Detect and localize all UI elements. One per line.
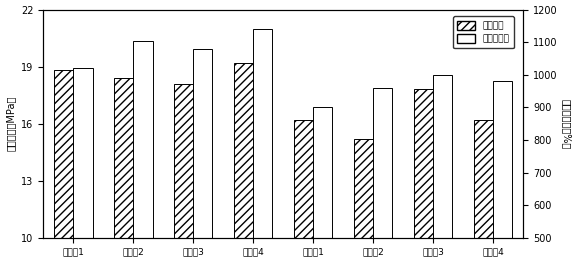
Bar bbox=[174, 84, 193, 238]
Bar bbox=[474, 120, 493, 238]
Bar bbox=[313, 107, 332, 238]
Bar bbox=[193, 49, 212, 238]
Bar bbox=[373, 88, 392, 238]
Bar bbox=[294, 120, 313, 238]
Y-axis label: 拉伸强度（MPa）: 拉伸强度（MPa） bbox=[6, 96, 16, 151]
Bar bbox=[414, 89, 433, 238]
Bar bbox=[73, 68, 92, 238]
Bar bbox=[54, 70, 73, 238]
Bar bbox=[493, 81, 512, 238]
Bar bbox=[433, 75, 452, 238]
Bar bbox=[253, 29, 272, 238]
Bar bbox=[234, 63, 253, 238]
Bar bbox=[133, 41, 152, 238]
Y-axis label: 断裂伸长率（%）: 断裂伸长率（%） bbox=[561, 99, 571, 149]
Legend: 拉伸强度, 断裂伸长率: 拉伸强度, 断裂伸长率 bbox=[453, 16, 514, 48]
Bar bbox=[354, 139, 373, 238]
Bar bbox=[114, 78, 133, 238]
